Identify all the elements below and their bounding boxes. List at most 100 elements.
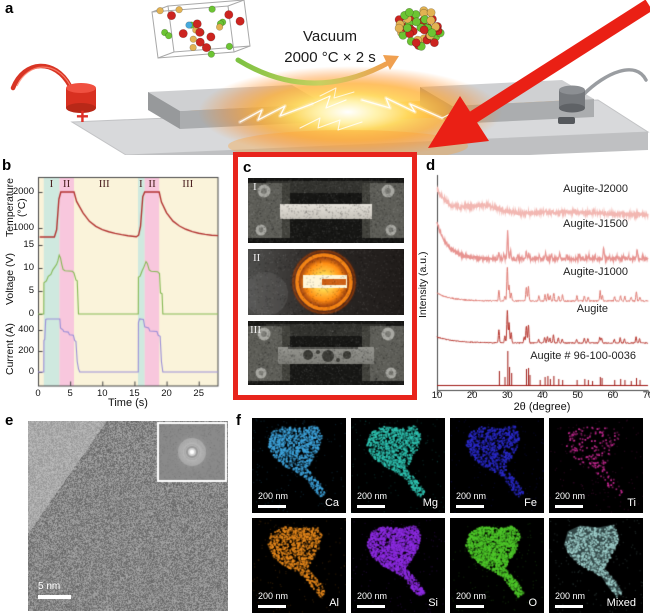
eds-map-canvas-Mg <box>351 418 445 513</box>
b-xtick-15: 15 <box>129 388 140 399</box>
panel-label-e: e <box>5 412 14 429</box>
eds-tile-O: 200 nm O <box>450 518 544 613</box>
photo-label-2: II <box>253 252 261 264</box>
b-region-label-2: III <box>98 178 110 190</box>
panel-label-f: f <box>236 412 241 429</box>
eds-element-label-Fe: Fe <box>524 497 537 509</box>
eds-scale-bar-Mixed <box>555 605 583 608</box>
flash-core <box>292 91 404 133</box>
time-axis-label: Time (s) <box>108 397 148 409</box>
eds-scale-bar-Ca <box>258 505 286 508</box>
eds-element-label-Al: Al <box>329 597 339 609</box>
eds-map-canvas-Mixed <box>549 518 643 613</box>
eds-tile-Si: 200 nm Si <box>351 518 445 613</box>
eds-map-canvas-Ti <box>549 418 643 513</box>
under-glow <box>228 130 468 155</box>
eds-scale-label-O: 200 nm <box>456 591 487 601</box>
b-ytick-0: 0 <box>28 308 34 319</box>
b-ytick-5: 5 <box>28 285 34 296</box>
eds-scale-label-Ti: 200 nm <box>555 491 586 501</box>
eds-tile-Mixed: 200 nm Mixed <box>549 518 643 613</box>
b-xtick-0: 0 <box>35 388 41 399</box>
eds-map-canvas-O <box>450 518 544 613</box>
b-ytick-0: 0 <box>28 366 34 377</box>
d-xtick-10: 10 <box>431 390 443 401</box>
d-xtick-30: 30 <box>502 390 513 401</box>
b-ytick-1000: 1000 <box>12 222 34 233</box>
tem-scale-bar <box>38 595 71 599</box>
eds-scale-bar-Mg <box>357 505 385 508</box>
panel-label-d: d <box>426 157 436 174</box>
b-xtick-5: 5 <box>67 388 73 399</box>
d-xtick-40: 40 <box>537 390 548 401</box>
panel-label-b: b <box>2 157 12 174</box>
trace-label-augite-j1000: Augite-J1000 <box>563 266 628 278</box>
panel-d-xrd-canvas <box>415 155 650 417</box>
b-region-label-5: III <box>182 178 194 190</box>
b-ytick-2000: 2000 <box>12 186 34 197</box>
panel-a-schematic <box>10 0 650 155</box>
trace-label-augite-j2000: Augite-J2000 <box>563 183 628 195</box>
temperature-axis-label: Temperature (°C) <box>4 178 28 238</box>
trace-label-augite-j1500: Augite-J1500 <box>563 218 628 230</box>
d-xtick-20: 20 <box>466 390 478 401</box>
eds-map-canvas-Si <box>351 518 445 613</box>
eds-element-label-Ca: Ca <box>324 497 339 509</box>
d-xtick-70: 70 <box>642 390 650 401</box>
b-ytick-400: 400 <box>18 324 34 335</box>
eds-scale-label-Si: 200 nm <box>357 591 388 601</box>
negative-terminal <box>559 68 648 113</box>
b-xtick-25: 25 <box>193 388 204 399</box>
eds-scale-label-Fe: 200 nm <box>456 491 487 501</box>
nanoparticle-cluster <box>394 6 445 51</box>
eds-tile-Mg: 200 nm Mg <box>351 418 445 513</box>
eds-map-canvas-Al <box>252 518 346 613</box>
b-region-label-4: II <box>148 178 156 190</box>
b-region-label-0: I <box>49 178 54 190</box>
panel-b-plot-canvas <box>0 155 232 417</box>
red-pointer-arrow <box>428 0 650 148</box>
photo-after-flash <box>248 321 404 385</box>
photo-label-1: I <box>253 181 257 193</box>
b-region-label-3: I <box>139 178 143 190</box>
b-xtick-10: 10 <box>96 388 108 399</box>
panel-label-c: c <box>243 159 252 176</box>
crystal-atoms <box>156 5 245 58</box>
eds-scale-bar-O <box>456 605 484 608</box>
b-region-label-1: II <box>62 178 71 190</box>
b-ytick-10: 10 <box>23 262 34 273</box>
minus-terminal-label: − <box>558 117 575 124</box>
eds-element-label-Mixed: Mixed <box>606 597 636 609</box>
eds-scale-bar-Ti <box>555 505 583 508</box>
eds-scale-label-Mg: 200 nm <box>357 491 388 501</box>
panel-e-tem-image <box>28 421 228 611</box>
voltage-axis-label: Voltage (V) <box>4 253 16 305</box>
positive-terminal <box>10 63 96 113</box>
eds-map-canvas-Fe <box>450 418 544 513</box>
panel-label-a: a <box>5 0 14 17</box>
two-theta-axis-label: 2θ (degree) <box>513 401 571 413</box>
eds-scale-label-Ca: 200 nm <box>258 491 289 501</box>
d-xtick-60: 60 <box>607 390 619 401</box>
eds-scale-label-Al: 200 nm <box>258 591 289 601</box>
eds-scale-bar-Si <box>357 605 385 608</box>
eds-element-label-Ti: Ti <box>627 497 636 509</box>
flash-condition-text: 2000 °C × 2 s <box>284 49 376 66</box>
crystal-structure <box>151 0 251 59</box>
reaction-arrow <box>235 55 399 86</box>
eds-tile-Ti: 200 nm Ti <box>549 418 643 513</box>
eds-tile-Ca: 200 nm Ca <box>252 418 346 513</box>
photo-label-3: III <box>250 324 261 336</box>
intensity-axis-label: Intensity (a.u.) <box>417 251 429 319</box>
vacuum-text: Vacuum <box>303 28 357 45</box>
eds-element-label-O: O <box>528 597 537 609</box>
trace-label-augite: Augite <box>576 303 608 315</box>
eds-element-label-Si: Si <box>428 597 438 609</box>
eds-tile-Fe: 200 nm Fe <box>450 418 544 513</box>
b-xtick-20: 20 <box>161 388 172 399</box>
eds-map-canvas-Ca <box>252 418 346 513</box>
b-ytick-15: 15 <box>23 239 34 250</box>
eds-element-label-Mg: Mg <box>422 497 438 509</box>
eds-scale-label-Mixed: 200 nm <box>555 591 586 601</box>
